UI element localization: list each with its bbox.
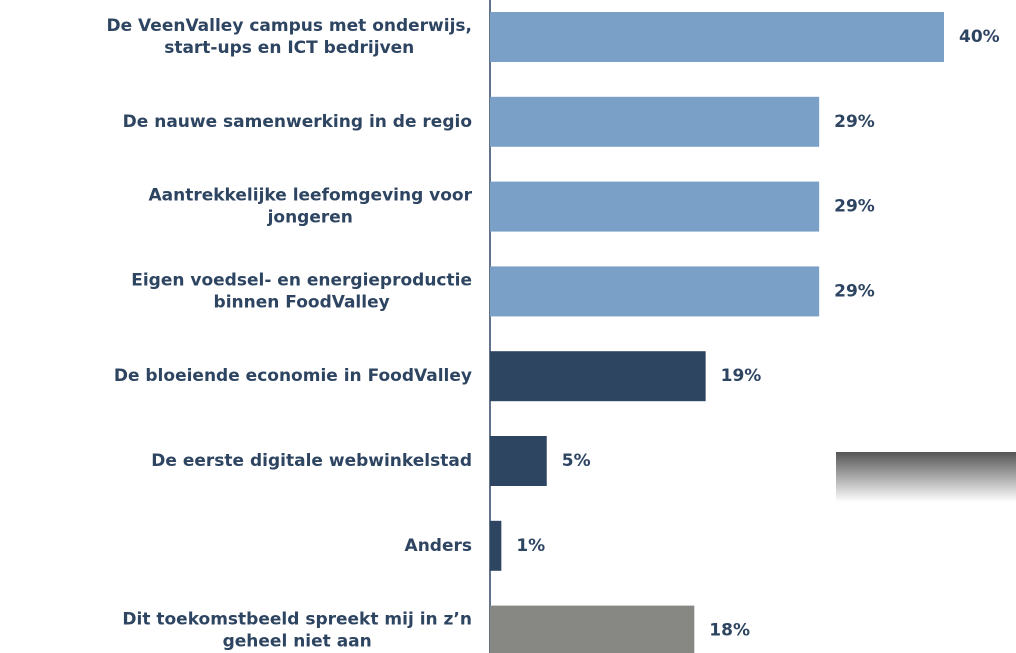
- bar: [490, 96, 820, 147]
- bar: [490, 181, 820, 232]
- value-label: 1%: [516, 536, 545, 556]
- bar: [490, 266, 820, 317]
- category-label: Eigen voedsel- en energieproductie binnen…: [131, 270, 472, 312]
- category-label: Anders: [405, 536, 472, 556]
- photo: [836, 452, 1016, 502]
- bar: [490, 605, 695, 653]
- category-label: Dit toekomstbeeld spreekt mij in z’n gehe…: [122, 610, 472, 652]
- category-label: De VeenValley campus met onderwijs, start…: [107, 16, 473, 58]
- value-label: 19%: [721, 366, 762, 386]
- bar: [490, 436, 547, 486]
- bar: [490, 351, 706, 402]
- value-label: 29%: [834, 281, 875, 301]
- bar: [490, 520, 502, 571]
- value-label: 18%: [709, 621, 750, 641]
- bar: [490, 12, 944, 62]
- value-label: 40%: [959, 27, 1000, 47]
- category-label: Aantrekkelijke leefomgeving voor jongeren: [148, 186, 472, 228]
- category-label: De eerste digitale webwinkelstad: [151, 451, 472, 471]
- value-label: 29%: [834, 197, 875, 217]
- category-label: De nauwe samenwerking in de regio: [123, 112, 472, 132]
- category-label: De bloeiende economie in FoodValley: [114, 366, 472, 386]
- value-label: 5%: [562, 451, 591, 471]
- value-label: 29%: [834, 112, 875, 132]
